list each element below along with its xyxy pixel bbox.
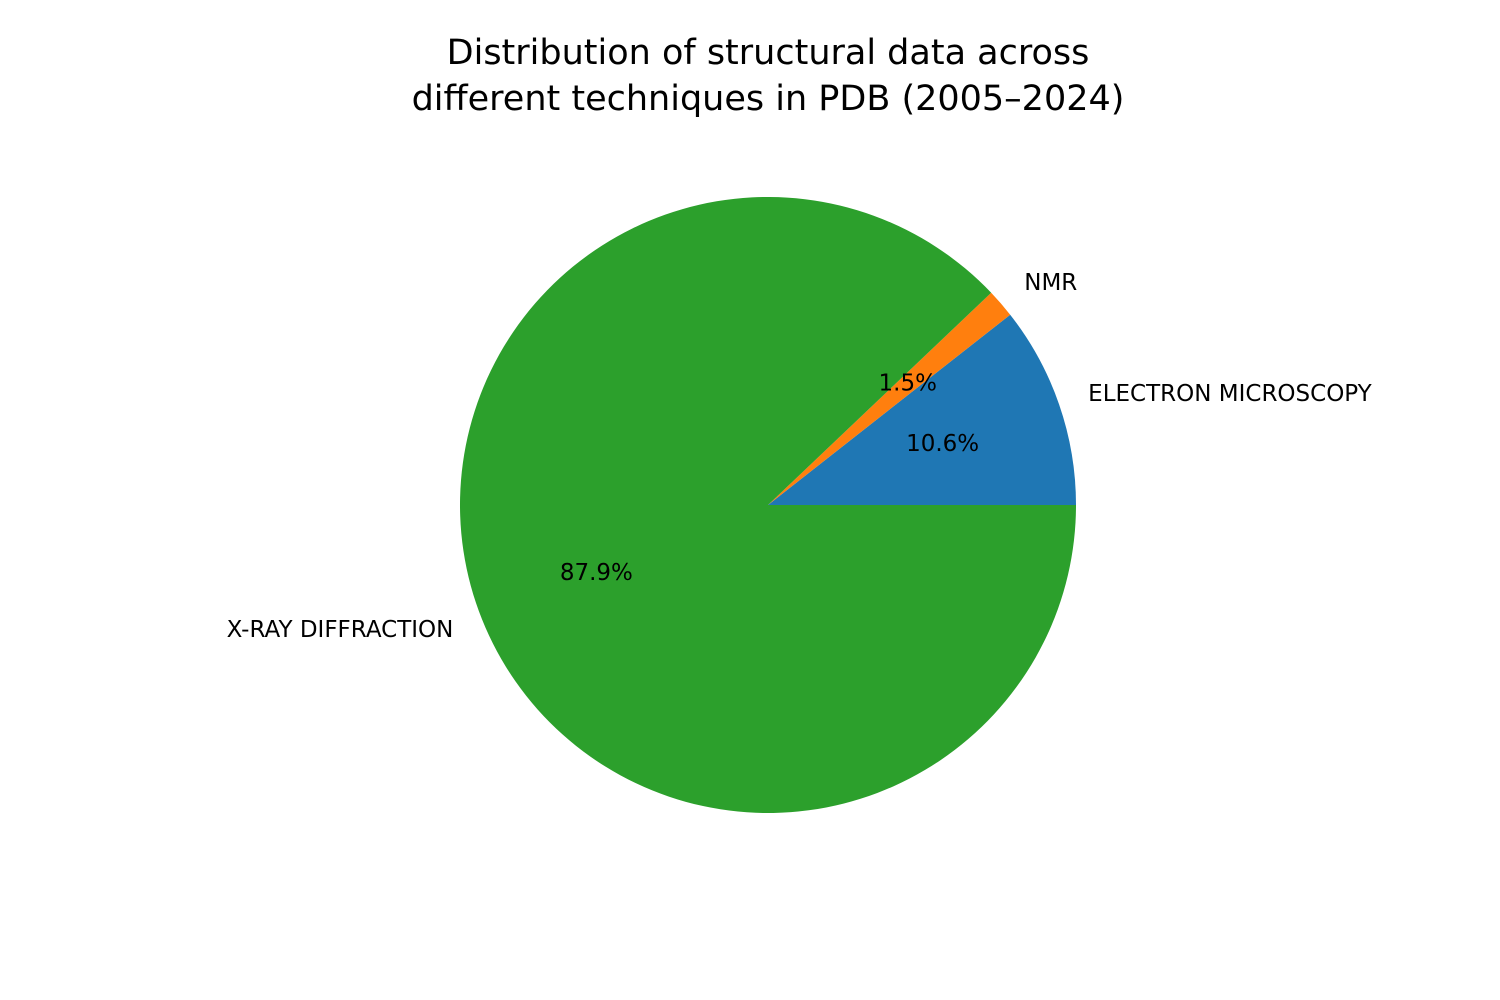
slice-label-x-ray-diffraction: X-RAY DIFFRACTION xyxy=(227,617,454,643)
pie-slice-x-ray-diffraction xyxy=(459,196,1076,813)
slice-percent-electron-microscopy: 10.6% xyxy=(906,431,979,457)
pie-slices xyxy=(459,196,1076,813)
slice-label-nmr: NMR xyxy=(1024,270,1077,296)
pie-slice-nmr xyxy=(768,292,1011,505)
chart-title-line-2: different techniques in PDB (2005–2024) xyxy=(411,79,1125,119)
slice-percent-x-ray-diffraction: 87.9% xyxy=(560,560,633,586)
pie-labels: ELECTRON MICROSCOPY 10.6% NMR 1.5% X-RAY DIF… xyxy=(227,270,1373,643)
pie-slice-electron-microscopy xyxy=(768,314,1076,505)
chart-title-line-1: Distribution of structural data across xyxy=(446,33,1090,73)
slice-label-electron-microscopy: ELECTRON MICROSCOPY xyxy=(1088,381,1372,407)
slice-percent-nmr: 1.5% xyxy=(879,371,937,397)
chart-title: Distribution of structural data across d… xyxy=(0,30,1500,122)
